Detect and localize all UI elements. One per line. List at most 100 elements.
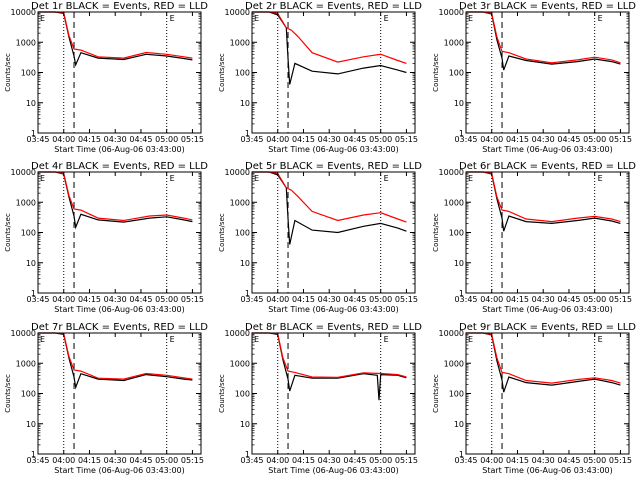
panel-6-x-axis-label: Start Time (06-Aug-06 03:43:00) [482,305,613,314]
panel-5-y-tick-label-5: 10000 [225,168,250,177]
panel-9-y-axis-label: Counts/sec [432,374,440,413]
panel-5-y-tick-label-4: 1000 [230,198,250,207]
panel-1-series-lld [38,11,193,59]
panel-4-x-tick-label-6: 05:00 [155,295,178,304]
panel-5-annotation: E [384,174,389,183]
panel-3-x-tick-label-1: 03:45 [454,135,477,144]
panel-9-x-tick-label-2: 04:00 [480,456,503,465]
panel-5-x-tick-label-2: 04:00 [266,295,289,304]
panel-4-x-tick-label-7: 05:15 [181,295,204,304]
panel-5-corner-annotation: E [254,174,259,183]
panel-4-series-lld [38,171,193,222]
panel-1-y-tick-label-5: 10000 [11,8,36,17]
panel-2-x-axis-label: Start Time (06-Aug-06 03:43:00) [268,145,399,154]
panel-6-x-tick-label-1: 03:45 [454,295,477,304]
panel-4-y-tick-label-4: 1000 [16,198,36,207]
panel-5-x-axis-label: Start Time (06-Aug-06 03:43:00) [268,305,399,314]
panel-6-corner-annotation: E [468,174,473,183]
panel-1-y-tick-label-4: 1000 [16,38,36,47]
panel-4-x-tick-label-4: 04:30 [104,295,127,304]
panel-9-x-tick-label-7: 05:15 [609,456,632,465]
panel-7-y-tick-label-4: 1000 [16,359,36,368]
panel-1-y-tick-label-3: 100 [21,69,36,78]
panel-8-x-axis-label: Start Time (06-Aug-06 03:43:00) [268,466,399,475]
panel-9-annotation: E [598,335,603,344]
panel-1-y-axis-label: Counts/sec [4,53,12,92]
panel-4-x-tick-label-5: 04:45 [129,295,152,304]
panel-4-annotation: E [170,174,175,183]
panel-7-x-tick-label-7: 05:15 [181,456,204,465]
panel-2-series-lld [252,11,407,64]
panel-6-x-tick-label-4: 04:30 [532,295,555,304]
panel-1-annotation: E [170,14,175,23]
panel-2-y-tick-label-3: 100 [235,69,250,78]
panel-1-x-axis-label: Start Time (06-Aug-06 03:43:00) [54,145,185,154]
panel-7-corner-annotation: E [40,335,45,344]
panel-4-y-tick-label-2: 10 [26,259,36,268]
panel-7-y-tick-label-1: 1 [31,450,36,459]
panel-3-x-tick-label-6: 05:00 [583,135,606,144]
panel-2-x-tick-label-7: 05:15 [395,135,418,144]
panel-7-x-tick-label-5: 04:45 [129,456,152,465]
panel-4-x-tick-label-1: 03:45 [26,295,49,304]
panel-8-y-axis-label: Counts/sec [218,374,226,413]
panel-9-x-tick-label-4: 04:30 [532,456,555,465]
panel-8-y-tick-label-4: 1000 [230,359,250,368]
panel-5-x-tick-label-1: 03:45 [240,295,263,304]
panel-6-x-tick-label-2: 04:00 [480,295,503,304]
panel-2-corner-annotation: E [254,14,259,23]
panel-1-corner-annotation: E [40,14,45,23]
panel-2-y-axis-label: Counts/sec [218,53,226,92]
panel-5-y-tick-label-3: 100 [235,229,250,238]
panel-4-x-tick-label-3: 04:15 [78,295,101,304]
panel-6-x-tick-label-6: 05:00 [583,295,606,304]
panel-7-annotation: E [170,335,175,344]
panel-8-x-tick-label-7: 05:15 [395,456,418,465]
panel-4-y-tick-label-3: 100 [21,229,36,238]
panel-6-y-tick-label-5: 10000 [439,168,464,177]
panel-2-x-tick-label-3: 04:15 [292,135,315,144]
panel-6-x-tick-label-5: 04:45 [557,295,580,304]
panel-3-x-tick-label-4: 04:30 [532,135,555,144]
panel-3-y-tick-label-2: 10 [454,99,464,108]
panel-5-x-tick-label-7: 05:15 [395,295,418,304]
panel-2-y-tick-label-2: 10 [240,99,250,108]
panel-5-y-tick-label-1: 1 [245,289,250,298]
panel-4-corner-annotation: E [40,174,45,183]
panel-3-x-tick-label-3: 04:15 [506,135,529,144]
panel-2-y-tick-label-1: 1 [245,129,250,138]
panel-7-x-tick-label-4: 04:30 [104,456,127,465]
panel-3-y-tick-label-4: 1000 [444,38,464,47]
panel-2-x-tick-label-4: 04:30 [318,135,341,144]
panel-3-x-tick-label-2: 04:00 [480,135,503,144]
panel-3-y-tick-label-1: 1 [459,129,464,138]
panel-9-y-tick-label-2: 10 [454,420,464,429]
panel-6-y-tick-label-1: 1 [459,289,464,298]
panel-1-x-tick-label-1: 03:45 [26,135,49,144]
panel-2-x-tick-label-5: 04:45 [343,135,366,144]
panel-3-title: Det 3r BLACK = Events, RED = LLD [459,1,636,12]
panel-1-title: Det 1r BLACK = Events, RED = LLD [31,1,208,12]
panel-4-x-axis-label: Start Time (06-Aug-06 03:43:00) [54,305,185,314]
panel-8-series-lld [252,332,407,379]
panel-5-y-axis-label: Counts/sec [218,213,226,252]
panel-6-title: Det 6r BLACK = Events, RED = LLD [459,161,636,172]
panel-8-annotation: E [384,335,389,344]
panel-7-x-axis-label: Start Time (06-Aug-06 03:43:00) [54,466,185,475]
panel-8-title: Det 8r BLACK = Events, RED = LLD [245,322,422,333]
panel-8-x-tick-label-2: 04:00 [266,456,289,465]
panel-6-x-tick-label-3: 04:15 [506,295,529,304]
panel-7-y-tick-label-3: 100 [21,390,36,399]
panel-6-x-tick-label-7: 05:15 [609,295,632,304]
panel-3-x-tick-label-5: 04:45 [557,135,580,144]
panel-6-y-tick-label-3: 100 [449,229,464,238]
panel-7-y-tick-label-2: 10 [26,420,36,429]
panel-8-x-tick-label-1: 03:45 [240,456,263,465]
panel-7-title: Det 7r BLACK = Events, RED = LLD [31,322,208,333]
panel-6-y-tick-label-2: 10 [454,259,464,268]
panel-2-x-tick-label-1: 03:45 [240,135,263,144]
panel-1-y-tick-label-2: 10 [26,99,36,108]
panel-5-x-tick-label-4: 04:30 [318,295,341,304]
